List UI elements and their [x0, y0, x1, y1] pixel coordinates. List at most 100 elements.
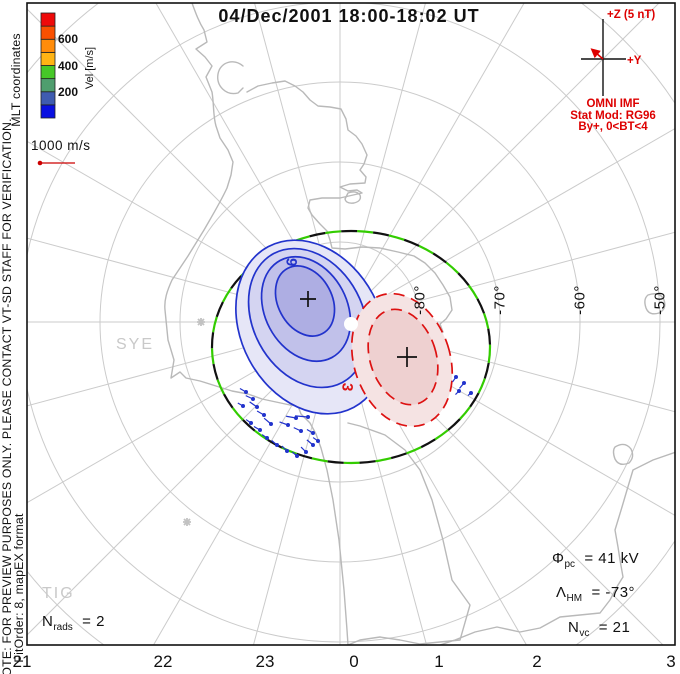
grid-meridian: [339, 3, 525, 323]
stat-n-vectors-sub: vc: [579, 628, 590, 639]
velocity-vector-dot: [294, 416, 298, 420]
velocity-vector-dot: [304, 450, 308, 454]
colorbar-segment: [40, 65, 56, 80]
velocity-vector-dot: [311, 443, 315, 447]
mlt-label-0: 0: [349, 652, 359, 671]
velocity-vector-dot: [295, 454, 299, 458]
grid-meridian: [339, 3, 660, 323]
mlt-coordinates-label: MLT coordinates: [9, 33, 23, 127]
velocity-vector-dot: [262, 413, 266, 417]
coastline-west: [164, 3, 349, 645]
mlt-label-21: 21: [12, 652, 32, 671]
imf-y-label: +Y: [627, 55, 642, 67]
plot-title: 04/Dec/2001 18:00-18:02 UT: [218, 6, 480, 26]
negative-cell-contour: [274, 265, 336, 337]
hm-boundary-black-dashes: [210, 229, 492, 465]
lat-label-50: -50°: [651, 285, 669, 315]
radar-markers: [183, 318, 205, 526]
stat-hm-latitude-base: Λ: [556, 584, 567, 601]
lat-label-80: -80°: [411, 285, 429, 315]
lat-label-70: -70°: [491, 285, 509, 315]
imf-bin-label: By+, 0<BT<4: [578, 121, 648, 133]
island-far-right: [644, 293, 666, 315]
colorbar-tick-600: 600: [58, 32, 79, 46]
stat-potential: Φpc = 41 kV: [552, 550, 639, 570]
contour-label-positive: 3: [338, 382, 356, 392]
velocity-vector-tail: [294, 415, 309, 418]
negative-cell-cross: [300, 291, 316, 307]
velocity-vector-dot: [241, 404, 245, 408]
reference-arrow: [37, 160, 75, 166]
imf-source-label: OMNI IMF: [586, 98, 640, 110]
velocity-vector-dot: [244, 390, 248, 394]
sye-radar-marker: [197, 318, 205, 326]
reference-vector-label: 1000 m/s: [31, 138, 91, 153]
pole-dot: [344, 317, 358, 331]
colorbar-tick-400: 400: [58, 59, 79, 73]
island-small-top: [344, 191, 362, 204]
coastline: [164, 3, 675, 645]
coastline-north: [246, 80, 453, 333]
mlt-label-22: 22: [153, 652, 173, 671]
fit-order-note: FitOrder: 8, mapEX format: [12, 513, 26, 663]
stat-n-radars-sub: rads: [53, 622, 73, 633]
colorbar-segment: [40, 12, 56, 27]
coastline-southeast: [347, 422, 471, 645]
stat-n-vectors-base: N: [568, 619, 580, 636]
plot-frame: [26, 2, 676, 646]
velocity-vector-dot: [454, 375, 458, 379]
velocity-vector-dot: [316, 439, 320, 443]
contour-label-negative: 9: [282, 257, 300, 267]
stat-hm-latitude-value: = -73°: [591, 584, 636, 601]
velocity-vector-dot: [457, 389, 461, 393]
stat-potential-value: = 41 kV: [584, 550, 640, 567]
grid-meridian: [339, 3, 426, 323]
imf-z-label: +Z (5 nT): [607, 9, 656, 21]
velocity-vectors: [237, 375, 473, 458]
colorbar: [40, 12, 56, 119]
stat-n-vectors-value: = 21: [598, 619, 631, 636]
lat-label-60: -60°: [571, 285, 589, 315]
colorbar-segment: [40, 104, 56, 119]
convection-cells: [235, 239, 454, 428]
cell-center-crosses: [300, 291, 417, 367]
velocity-vector-dot: [462, 381, 466, 385]
stat-potential-sub: pc: [564, 559, 576, 570]
coastline-east: [439, 451, 675, 645]
stat-n-radars-base: N: [42, 613, 54, 630]
grid-meridian: [339, 128, 675, 323]
station-label-tig: TIG: [42, 585, 75, 602]
velocity-vector-dot: [311, 431, 315, 435]
velocity-vector-dot: [265, 436, 269, 440]
island-right: [612, 443, 634, 466]
stat-n-vectors: Nvc = 21: [568, 619, 630, 639]
colorbar-segment: [40, 91, 56, 106]
colorbar-segment: [40, 78, 56, 93]
velocity-vector-dot: [286, 423, 290, 427]
colorbar-axis-label: Vel [m/s]: [84, 46, 96, 90]
stat-hm-latitude: ΛHM = -73°: [556, 584, 635, 604]
colorbar-tick-200: 200: [58, 85, 79, 99]
velocity-vector-dot: [285, 449, 289, 453]
colorbar-segment: [40, 38, 56, 53]
velocity-vector-dot: [269, 422, 273, 426]
velocity-vector-dot: [251, 397, 255, 401]
velocity-vector-dot: [275, 443, 279, 447]
velocity-vector-dot: [255, 405, 259, 409]
imf-model-label: Stat Mod: RG96: [570, 110, 656, 122]
velocity-vector-dot: [249, 421, 253, 425]
velocity-vector-dot: [258, 428, 262, 432]
mlt-label-3: 3: [666, 652, 676, 671]
stat-hm-latitude-sub: HM: [566, 593, 583, 604]
mlt-label-23: 23: [255, 652, 275, 671]
mlt-label-2: 2: [532, 652, 542, 671]
colorbar-segment: [40, 51, 56, 66]
hm-boundary: [210, 229, 492, 465]
stat-potential-base: Φ: [552, 550, 565, 567]
stat-n-radars-value: = 2: [82, 613, 105, 630]
colorbar-segment: [40, 25, 56, 40]
imf-dial: [581, 19, 626, 96]
velocity-vector-dot: [306, 415, 310, 419]
